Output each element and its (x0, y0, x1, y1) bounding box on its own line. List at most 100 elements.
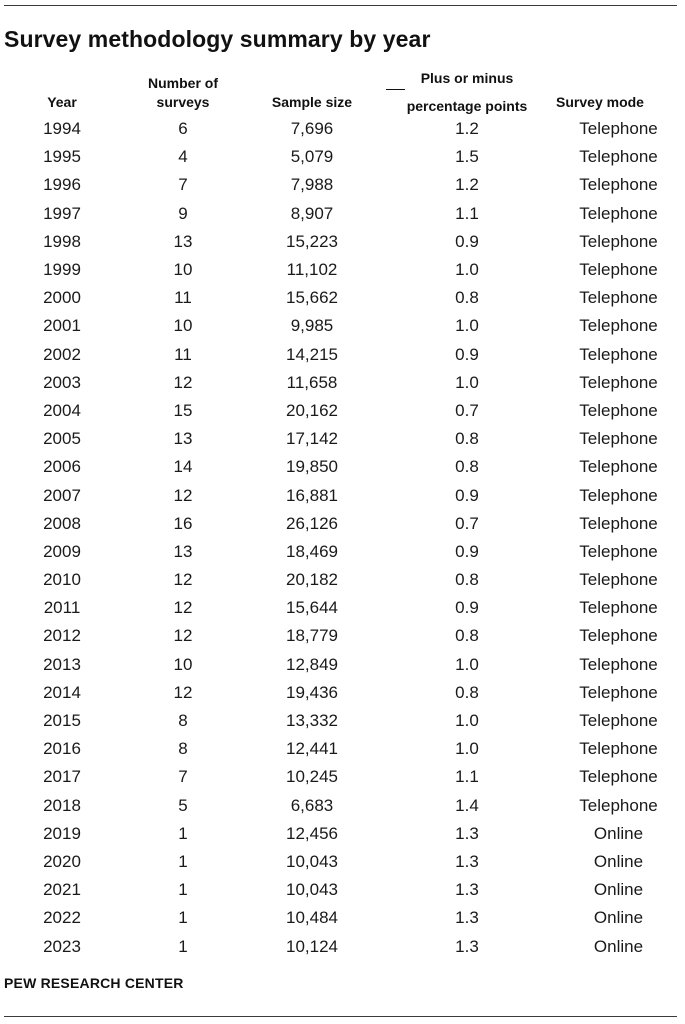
margin-of-error-cell: 1.0 (455, 260, 479, 280)
year-cell: 2002 (43, 344, 81, 364)
year-cell: 2000 (43, 288, 81, 308)
sample-size-cell: 16,881 (286, 485, 338, 505)
sample-size-cell: 8,907 (290, 203, 334, 223)
survey-mode-cell: Telephone (579, 485, 658, 505)
year-cell: 2009 (43, 541, 81, 561)
surveys-cell: 8 (178, 711, 188, 731)
survey-mode-cell: Online (593, 908, 644, 928)
sample-size-cell: 10,043 (286, 851, 338, 871)
margin-of-error-cell: 1.3 (455, 908, 479, 928)
top-rule (4, 5, 677, 6)
survey-mode-cell: Telephone (579, 654, 658, 674)
sample-size-cell: 7,988 (290, 175, 334, 195)
year-cell: 2022 (43, 908, 81, 928)
year-cell: 2003 (43, 372, 81, 392)
year-cell: 2007 (43, 485, 81, 505)
surveys-cell: 11 (174, 344, 192, 364)
surveys-cell: 5 (178, 795, 188, 815)
sample-size-cell: 10,245 (286, 767, 338, 787)
table-row: 2006 14 19,850 0.8 Telephone (0, 453, 685, 481)
sample-size-cell: 20,162 (286, 400, 338, 420)
survey-mode-cell: Online (593, 823, 644, 843)
sample-size-cell: 7,696 (290, 119, 334, 139)
header-margin-of-error: Plus or minus percentage points (382, 69, 552, 116)
survey-mode-cell: Telephone (579, 570, 658, 590)
header-moe-line1-text: Plus or minus (420, 70, 514, 86)
survey-mode-cell: Online (593, 880, 644, 900)
sample-size-cell: 26,126 (286, 513, 338, 533)
margin-of-error-cell: 0.8 (455, 429, 479, 449)
survey-mode-cell: Telephone (579, 147, 658, 167)
year-cell: 2004 (43, 400, 81, 420)
year-cell: 2016 (43, 739, 81, 759)
blank-line (386, 88, 405, 90)
table-row: 2016 8 12,441 1.0 Telephone (0, 735, 685, 763)
survey-mode-cell: Telephone (579, 429, 658, 449)
survey-mode-cell: Telephone (579, 344, 658, 364)
survey-mode-cell: Telephone (579, 175, 658, 195)
sample-size-cell: 6,683 (290, 795, 334, 815)
surveys-cell: 13 (173, 429, 193, 449)
sample-size-cell: 18,469 (286, 541, 338, 561)
year-cell: 2006 (43, 457, 81, 477)
sample-size-cell: 10,043 (286, 880, 338, 900)
header-sample-size: Sample size (242, 93, 382, 112)
year-cell: 1997 (43, 203, 81, 223)
table-row: 1998 13 15,223 0.9 Telephone (0, 228, 685, 256)
margin-of-error-cell: 1.0 (455, 372, 479, 392)
survey-mode-cell: Telephone (579, 231, 658, 251)
sample-size-cell: 15,644 (286, 598, 338, 618)
survey-mode-cell: Telephone (579, 119, 658, 139)
margin-of-error-cell: 0.8 (455, 626, 479, 646)
survey-mode-cell: Telephone (579, 203, 658, 223)
table-row: 2005 13 17,142 0.8 Telephone (0, 425, 685, 453)
margin-of-error-cell: 0.8 (455, 570, 479, 590)
survey-mode-cell: Telephone (579, 513, 658, 533)
surveys-cell: 12 (173, 626, 193, 646)
survey-mode-cell: Telephone (579, 288, 658, 308)
year-cell: 2015 (43, 711, 81, 731)
header-sample-label: Sample size (271, 94, 353, 110)
margin-of-error-cell: 1.4 (455, 795, 479, 815)
surveys-cell: 12 (173, 570, 193, 590)
surveys-cell: 10 (173, 654, 193, 674)
margin-of-error-cell: 1.0 (455, 316, 479, 336)
year-cell: 2014 (43, 682, 81, 702)
sample-size-cell: 12,849 (286, 654, 338, 674)
table-row: 2021 1 10,043 1.3 Online (0, 876, 685, 904)
survey-mode-cell: Online (593, 851, 644, 871)
survey-mode-cell: Online (593, 936, 644, 956)
year-cell: 1999 (43, 260, 81, 280)
source-credit: PEW RESEARCH CENTER (4, 975, 184, 991)
sample-size-cell: 17,142 (286, 429, 338, 449)
margin-of-error-cell: 0.7 (455, 400, 479, 420)
table-row: 2013 10 12,849 1.0 Telephone (0, 651, 685, 679)
year-cell: 2010 (43, 570, 81, 590)
surveys-cell: 7 (178, 175, 188, 195)
year-cell: 2020 (43, 851, 81, 871)
surveys-cell: 14 (173, 457, 193, 477)
surveys-cell: 16 (173, 513, 193, 533)
sample-size-cell: 19,850 (286, 457, 338, 477)
surveys-cell: 12 (173, 682, 193, 702)
margin-of-error-cell: 0.8 (455, 457, 479, 477)
margin-of-error-cell: 1.2 (455, 175, 479, 195)
margin-of-error-cell: 1.3 (455, 880, 479, 900)
margin-of-error-cell: 0.9 (455, 344, 479, 364)
surveys-cell: 10 (173, 260, 193, 280)
surveys-cell: 12 (173, 598, 193, 618)
year-cell: 2012 (43, 626, 81, 646)
year-cell: 2008 (43, 513, 81, 533)
survey-mode-cell: Telephone (579, 457, 658, 477)
margin-of-error-cell: 1.3 (455, 823, 479, 843)
header-survey-mode: Survey mode (552, 93, 648, 112)
year-cell: 1998 (43, 231, 81, 251)
survey-mode-cell: Telephone (579, 400, 658, 420)
header-year: Year (0, 93, 124, 112)
surveys-cell: 4 (178, 147, 188, 167)
table-row: 2022 1 10,484 1.3 Online (0, 904, 685, 932)
year-cell: 1995 (43, 147, 81, 167)
table-row: 2020 1 10,043 1.3 Online (0, 848, 685, 876)
sample-size-cell: 15,662 (286, 288, 338, 308)
surveys-cell: 9 (178, 203, 188, 223)
